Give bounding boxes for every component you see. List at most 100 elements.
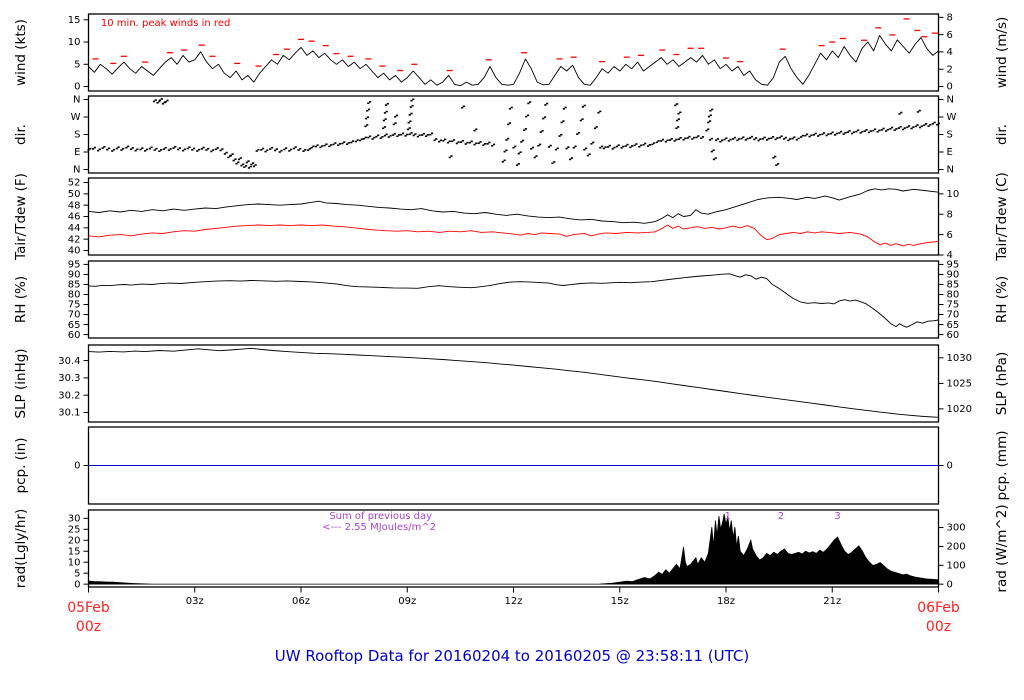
panel-border-rad — [87, 509, 940, 588]
y-tick-label-right: 85 — [947, 280, 960, 291]
panel-wind: 0 5 10 15 0 2 4 6 8 wind (kts) wind (m/s) 10 min. p… — [13, 13, 1010, 93]
y-tick-label-right: 200 — [947, 542, 966, 553]
y-tick-label-left: 10 — [68, 557, 81, 568]
y-tick-label-right: N — [947, 165, 954, 176]
y-tick-label-right: 95 — [947, 260, 960, 271]
panel-border-temperature — [87, 177, 940, 256]
series-wind_speed_kts — [88, 34, 939, 87]
y-tick-label-left: E — [74, 147, 80, 158]
x-axis: 03z 06z 09z 12z 15z 18z 21z 05Feb 00z 06Feb 00z — [67, 587, 960, 635]
y-tick-label-left: 44 — [68, 223, 81, 234]
y-tick-label-right: 1020 — [947, 404, 972, 415]
y-tick-label-left: S — [74, 130, 80, 141]
y-axis-label-right-wind: wind (m/s) — [994, 17, 1010, 88]
annotation-rad-0: 1 — [725, 511, 731, 522]
x-end-date: 06Feb — [917, 600, 960, 616]
y-tick-label-right: 1025 — [947, 379, 972, 390]
y-tick-label-left: 85 — [68, 280, 81, 291]
y-tick-label-left: 30.3 — [58, 373, 80, 384]
y-tick-label-left: 60 — [68, 330, 81, 341]
y-tick-label-right: 1030 — [947, 353, 972, 364]
y-tick-label-right: N — [947, 95, 954, 106]
series-peak_wind_kts — [92, 18, 938, 72]
x-tick-label: 03z — [186, 596, 204, 607]
y-axis-label-right-rad: rad (W/m^2) — [994, 504, 1010, 592]
y-tick-label-right: 90 — [947, 270, 960, 281]
y-tick-label-left: 90 — [68, 270, 81, 281]
y-tick-label-left: N — [73, 95, 80, 106]
series-tdew_f — [88, 224, 939, 247]
y-tick-label-right: 2 — [947, 64, 953, 75]
y-tick-label-left: 0 — [74, 82, 80, 93]
y-tick-label-right: 80 — [947, 290, 960, 301]
y-tick-label-left: 10 — [68, 37, 81, 48]
panel-border-wind — [87, 13, 940, 92]
x-tick-label: 21z — [823, 596, 841, 607]
y-tick-label-left: 5 — [74, 568, 80, 579]
y-tick-label-right: 0 — [947, 82, 953, 93]
y-tick-label-left: 25 — [68, 525, 81, 536]
y-axis-label-right-pcp: pcp. (mm) — [994, 431, 1010, 501]
series-wind_direction_deg — [87, 98, 940, 169]
y-tick-label-left: 46 — [68, 212, 81, 223]
panel-border-slp — [87, 344, 940, 423]
y-tick-label-left: W — [71, 112, 81, 123]
y-tick-label-left: 0 — [74, 579, 80, 590]
y-tick-label-left: 30 — [68, 514, 81, 525]
y-axis-label-left-dir: dir. — [13, 124, 29, 145]
series-tair_f — [88, 188, 939, 224]
y-tick-label-right: 4 — [947, 47, 953, 58]
y-tick-label-left: 40 — [68, 246, 81, 257]
panel-border-rh — [87, 260, 940, 339]
y-tick-label-left: 5 — [74, 59, 80, 70]
y-tick-label-right: 6 — [947, 30, 953, 41]
y-tick-label-left: N — [73, 165, 80, 176]
x-end-hour: 00z — [926, 619, 951, 635]
annotation-rad-1: 2 — [778, 511, 784, 522]
y-tick-label-right: 0 — [947, 579, 953, 590]
y-axis-label-left-slp: SLP (inHg) — [13, 348, 29, 418]
y-axis-label-left-wind: wind (kts) — [13, 19, 29, 86]
x-start-hour: 00z — [76, 619, 101, 635]
y-tick-label-left: 65 — [68, 320, 81, 331]
panel-slp: 30.1 30.2 30.3 30.4 1020 1025 1030 SLP (inHg) SL… — [13, 344, 1010, 423]
y-tick-label-right: 65 — [947, 320, 960, 331]
y-tick-label-left: 15 — [68, 546, 81, 557]
y-tick-label-right: 75 — [947, 300, 960, 311]
x-start-date: 05Feb — [67, 600, 110, 616]
y-tick-label-left: 30.2 — [58, 390, 80, 401]
x-tick-label: 06z — [292, 596, 310, 607]
y-tick-label-left: 15 — [68, 15, 81, 26]
y-tick-label-left: 20 — [68, 535, 81, 546]
y-tick-label-right: 70 — [947, 310, 960, 321]
series-rh_percent — [88, 273, 939, 328]
y-tick-label-left: 42 — [68, 234, 81, 245]
y-tick-label-right: 300 — [947, 523, 966, 534]
y-tick-label-right: W — [947, 112, 957, 123]
annotation-wind-0: 10 min. peak winds in red — [101, 18, 230, 29]
y-tick-label-right: 60 — [947, 330, 960, 341]
y-tick-label-right: 4 — [947, 250, 953, 261]
y-tick-label-left: 0 — [74, 461, 80, 472]
x-tick-label: 12z — [505, 596, 523, 607]
y-tick-label-left: 30.1 — [58, 408, 80, 419]
y-tick-label-right: E — [947, 147, 953, 158]
y-tick-label-left: 52 — [68, 178, 81, 189]
y-tick-label-left: 95 — [68, 260, 81, 271]
y-axis-label-left-rad: rad(Lgly/hr) — [13, 509, 29, 588]
y-tick-label-right: 10 — [947, 189, 960, 200]
y-tick-label-right: 8 — [947, 209, 953, 220]
x-tick-label: 09z — [398, 596, 416, 607]
series-slp_inhg — [88, 347, 939, 418]
y-tick-label-left: 70 — [68, 310, 81, 321]
y-tick-label-right: 8 — [947, 13, 953, 24]
series-solar_rad_lgly_hr — [88, 513, 939, 585]
y-tick-label-left: 75 — [68, 300, 81, 311]
y-axis-label-right-dir: dir. — [994, 124, 1010, 145]
y-axis-label-left-pcp: pcp. (in) — [13, 438, 29, 494]
